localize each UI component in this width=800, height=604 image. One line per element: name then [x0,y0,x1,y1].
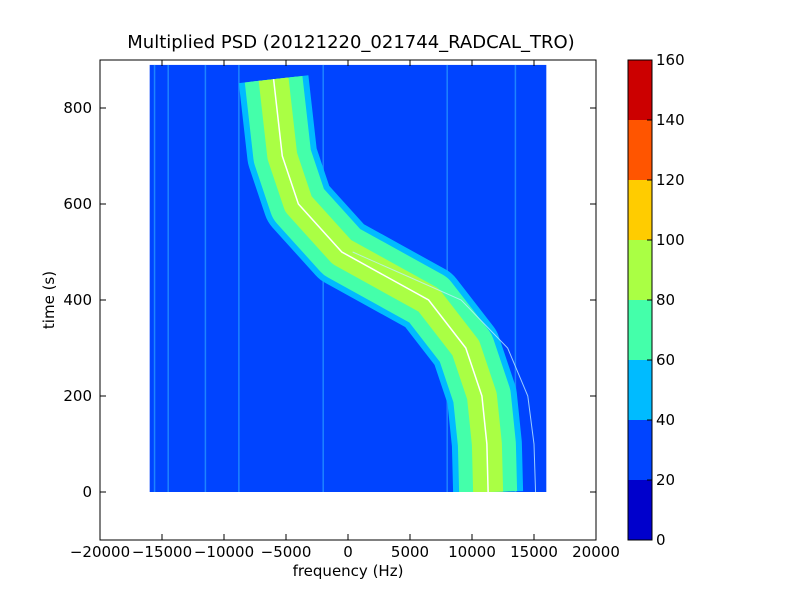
colorbar-tick-label: 80 [656,291,675,309]
colorbar-tick-label: 160 [656,51,685,69]
x-tick-label: −20000 [70,543,130,561]
colorbar-tick-label: 120 [656,171,685,189]
colorbar-segment [628,480,652,540]
x-tick-label: −15000 [132,543,192,561]
x-tick-label: −5000 [261,543,312,561]
x-tick-label: 15000 [510,543,558,561]
x-tick-label: 0 [343,543,353,561]
y-axis: 0 200 400 600 800 [63,99,596,501]
y-tick-label: 200 [63,387,92,405]
y-tick-label: 800 [63,99,92,117]
colorbar-segment [628,240,652,300]
colorbar-tick-label: 100 [656,231,685,249]
colorbar-segment [628,360,652,420]
x-tick-label: 20000 [572,543,620,561]
colorbar-tick-label: 140 [656,111,685,129]
colorbar: 0 20 40 60 80 100 120 140 160 [627,51,685,549]
colorbar-segment [628,180,652,240]
x-tick-label: 5000 [391,543,429,561]
plot-margin [546,61,595,539]
colorbar-segment [628,120,652,180]
plot-margin [101,61,150,539]
y-tick-label: 400 [63,291,92,309]
colorbar-tick-label: 40 [656,411,675,429]
colorbar-tick-label: 0 [656,531,666,549]
colorbar-segment [628,300,652,360]
x-axis-label: frequency (Hz) [293,562,404,580]
x-tick-label: −10000 [194,543,254,561]
colorbar-segment [628,60,652,120]
y-tick-label: 600 [63,195,92,213]
y-tick-label: 0 [82,483,92,501]
x-tick-label: 10000 [448,543,496,561]
colorbar-segment [628,420,652,480]
y-axis-label: time (s) [40,271,58,329]
colorbar-tick-label: 60 [656,351,675,369]
signal-trace [272,79,489,493]
harmonic-trace [352,251,537,493]
colorbar-tick-label: 20 [656,471,675,489]
x-axis: −20000 −15000 −10000 −5000 0 5000 10000 15000 20… [70,60,620,561]
plot-margin [101,492,595,539]
plot-area [101,61,595,539]
chart-title: Multiplied PSD (20121220_021744_RADCAL_T… [127,32,574,53]
